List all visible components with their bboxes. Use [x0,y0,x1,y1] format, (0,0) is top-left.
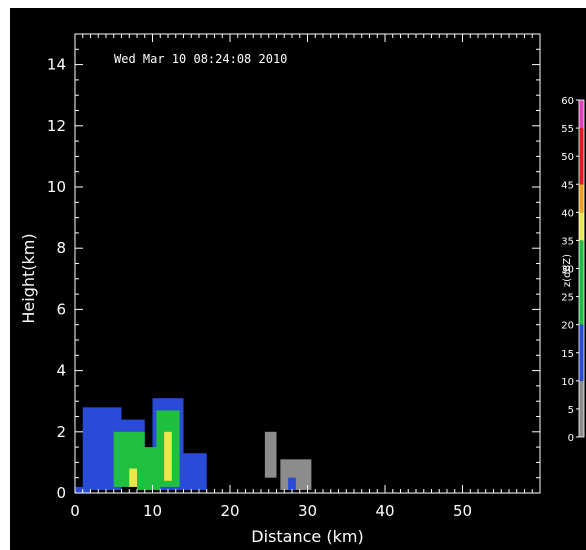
colorbar-tick-label: 25 [561,293,574,304]
x-axis-label: Distance (km) [251,527,363,546]
colorbar-tick-label: 10 [561,377,574,388]
colorbar-tick-label: 50 [561,152,574,163]
colorbar-segment-2 [579,240,584,325]
colorbar-label: z(dBZ) [562,254,573,287]
colorbar-segment-4 [579,184,584,213]
y-tick-label: 0 [56,484,66,502]
y-tick-label: 10 [47,178,66,196]
colorbar-tick-label: 5 [568,405,574,416]
y-tick-label: 8 [56,239,66,257]
colorbar-tick-label: 45 [561,180,574,191]
colorbar-tick-label: 0 [568,433,574,444]
colorbar-segment-1 [579,324,584,381]
x-tick-label: 0 [70,502,80,520]
echo-cell-8 [164,431,172,481]
x-tick-label: 20 [220,502,239,520]
y-tick-label: 4 [56,362,66,380]
x-tick-label: 50 [453,502,472,520]
colorbar-segment-6 [579,100,584,129]
colorbar-tick-label: 55 [561,124,574,135]
colorbar-segment-3 [579,212,584,241]
echo-cell-14 [288,477,296,490]
timestamp-title: Wed Mar 10 08:24:08 2010 [114,52,287,66]
echo-cell-12 [264,431,277,478]
x-tick-label: 10 [143,502,162,520]
axis-ticks: 0 10 20 30 40 50 0 2 4 6 8 10 12 14 [47,33,540,520]
colorbar-tick-label: 35 [561,236,574,247]
colorbar-segment-5 [579,128,584,185]
y-tick-label: 2 [56,423,66,441]
colorbar: 0 5 10 15 20 25 30 35 40 45 50 55 60 [561,96,585,444]
colorbar-tick-label: 40 [561,208,574,219]
x-tick-label: 30 [298,502,317,520]
echo-cell-4 [129,468,137,487]
echo-layer [75,398,312,493]
colorbar-segment-0 [579,380,584,437]
y-tick-label: 12 [47,117,66,135]
colorbar-tick-label: 60 [561,96,574,107]
echo-cell-10 [183,453,207,490]
y-tick-label: 14 [47,56,66,74]
y-axis-label: Height(km) [19,233,38,323]
x-tick-label: 40 [375,502,394,520]
colorbar-tick-label: 20 [561,321,574,332]
y-tick-label: 6 [56,300,66,318]
colorbar-tick-label: 30 [561,265,574,276]
colorbar-tick-label: 15 [561,349,574,360]
echo-cell-9 [137,447,161,490]
